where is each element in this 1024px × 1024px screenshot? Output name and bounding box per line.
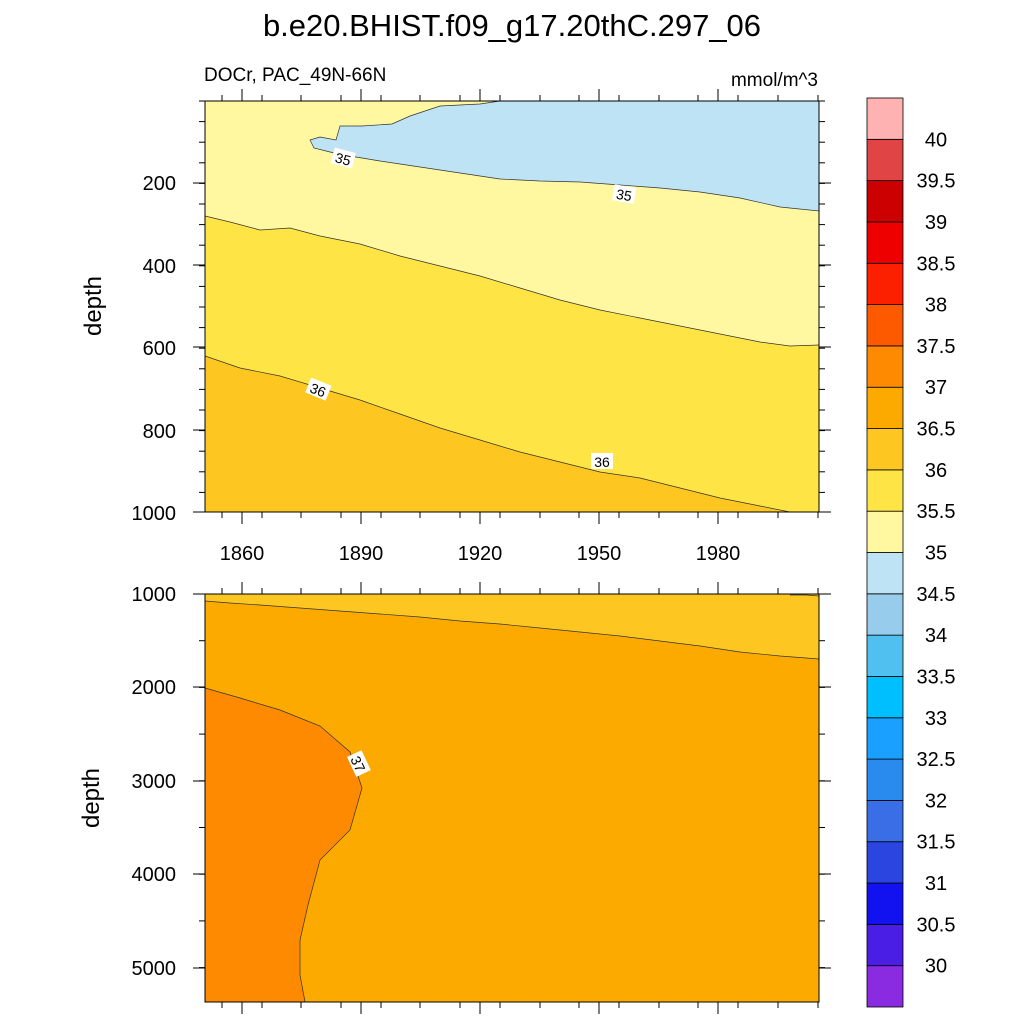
colorbar-level-label: 33	[925, 708, 947, 730]
top-contour-label-text: 35	[615, 186, 633, 204]
bottom-contour-36.5	[204, 600, 820, 660]
colorbar-swatch	[866, 841, 904, 884]
top-contour-label-text: 35	[333, 149, 352, 169]
top-tick-marks	[193, 89, 831, 524]
bottom-contour-label-text: 37	[347, 754, 368, 775]
colorbar-swatch	[866, 758, 904, 801]
colorbar-level-label: 31	[925, 873, 947, 895]
chart-subtitle-variable: DOCr, PAC_49N-66N	[204, 65, 386, 86]
xtick-label: 1920	[458, 543, 503, 565]
bottom-contour-label: 37	[347, 750, 371, 777]
colorbar-swatch	[866, 634, 904, 677]
colorbar-swatch	[866, 304, 904, 347]
colorbar-swatch	[866, 552, 904, 595]
colorbar-swatch	[866, 469, 904, 512]
bottom-contour-37	[204, 687, 363, 1003]
bottom-ytick-label: 3000	[132, 771, 177, 793]
top-contour-label-text: 36	[308, 380, 329, 401]
colorbar-swatch	[866, 138, 904, 182]
colorbar-swatch	[866, 923, 904, 967]
colorbar-level-label: 30.5	[917, 914, 956, 936]
top-contour-label: 36	[305, 377, 332, 401]
top-ytick-label: 200	[143, 173, 176, 195]
colorbar-level-label: 37.5	[917, 336, 956, 358]
top-region-36-36.5	[205, 356, 790, 512]
colorbar-level-label: 40	[925, 129, 947, 151]
colorbar-swatch	[866, 965, 904, 1008]
colorbar-level-label: 37	[925, 377, 947, 399]
colorbar-level-label: 36.5	[917, 419, 956, 441]
bottom-region-37-37.5	[205, 688, 362, 1002]
top-contour-label: 36	[591, 453, 613, 470]
colorbar-swatch	[866, 676, 904, 719]
top-panel: 35 35 36 36 200 400 600 800 1000 1860 18…	[80, 89, 831, 565]
colorbar-level-label: 33.5	[917, 666, 956, 688]
bottom-plot-frame	[204, 593, 820, 1003]
bottom-panel: 37 1000 2000 3000 4000 5000 depth	[78, 582, 831, 1014]
xtick-label: 1980	[696, 543, 741, 565]
top-contour-36	[204, 355, 791, 513]
colorbar-level-label: 31.5	[917, 832, 956, 854]
colorbar-level-label: 32.5	[917, 749, 956, 771]
colorbar-level-label: 38.5	[917, 253, 956, 275]
top-contour-label-text: 36	[594, 454, 610, 470]
top-contour-label: 35	[611, 184, 637, 204]
bottom-region-36-36.5	[205, 594, 819, 659]
colorbar-swatch	[866, 510, 904, 553]
bottom-ytick-label: 1000	[132, 584, 177, 606]
colorbar-swatch	[866, 882, 904, 925]
xtick-label: 1890	[339, 543, 384, 565]
bottom-ytick-label: 2000	[132, 677, 177, 699]
chart-units: mmol/m^3	[731, 70, 818, 91]
colorbar-level-label: 36	[925, 460, 947, 482]
bottom-y-axis-label: depth	[78, 768, 105, 828]
colorbar: 30 30.5 31 31.5 32 32.5 33 33.5 34 34.5 35 35.5 36 36…	[866, 97, 956, 1008]
colorbar-level-label: 39.5	[917, 171, 956, 193]
chart-title: b.e20.BHIST.f09_g17.20thC.297_06	[263, 8, 761, 43]
colorbar-swatch	[866, 386, 904, 429]
colorbar-level-label: 30	[925, 956, 947, 978]
top-region-34.5-35	[309, 100, 820, 212]
colorbar-swatch	[866, 428, 904, 471]
top-y-axis-label: depth	[80, 276, 107, 336]
xtick-label: 1950	[577, 543, 622, 565]
top-contour-label: 35	[330, 147, 356, 169]
colorbar-level-label: 34.5	[917, 584, 956, 606]
top-contour-35.5	[204, 215, 820, 347]
colorbar-swatch	[866, 97, 904, 140]
colorbar-swatch	[866, 800, 904, 843]
colorbar-swatch	[866, 180, 904, 223]
colorbar-level-label: 35.5	[917, 501, 956, 523]
bottom-ytick-label: 4000	[132, 864, 177, 886]
bottom-ytick-label: 5000	[132, 958, 177, 980]
colorbar-level-label: 32	[925, 790, 947, 812]
colorbar-swatch	[866, 221, 904, 264]
top-ytick-label: 600	[143, 338, 176, 360]
bottom-tick-marks	[193, 582, 831, 1014]
colorbar-swatch	[866, 717, 904, 760]
top-ytick-label: 400	[143, 256, 176, 278]
colorbar-swatch	[866, 262, 904, 305]
top-ytick-label: 800	[143, 421, 176, 443]
colorbar-level-label: 35	[925, 543, 947, 565]
top-ytick-label: 1000	[132, 503, 177, 525]
bottom-contour-36.5-corner	[790, 594, 820, 597]
colorbar-level-label: 39	[925, 212, 947, 234]
colorbar-swatch	[866, 593, 904, 636]
colorbar-level-label: 34	[925, 625, 947, 647]
colorbar-swatch	[866, 345, 904, 388]
xtick-label: 1860	[220, 543, 265, 565]
colorbar-level-label: 38	[925, 295, 947, 317]
